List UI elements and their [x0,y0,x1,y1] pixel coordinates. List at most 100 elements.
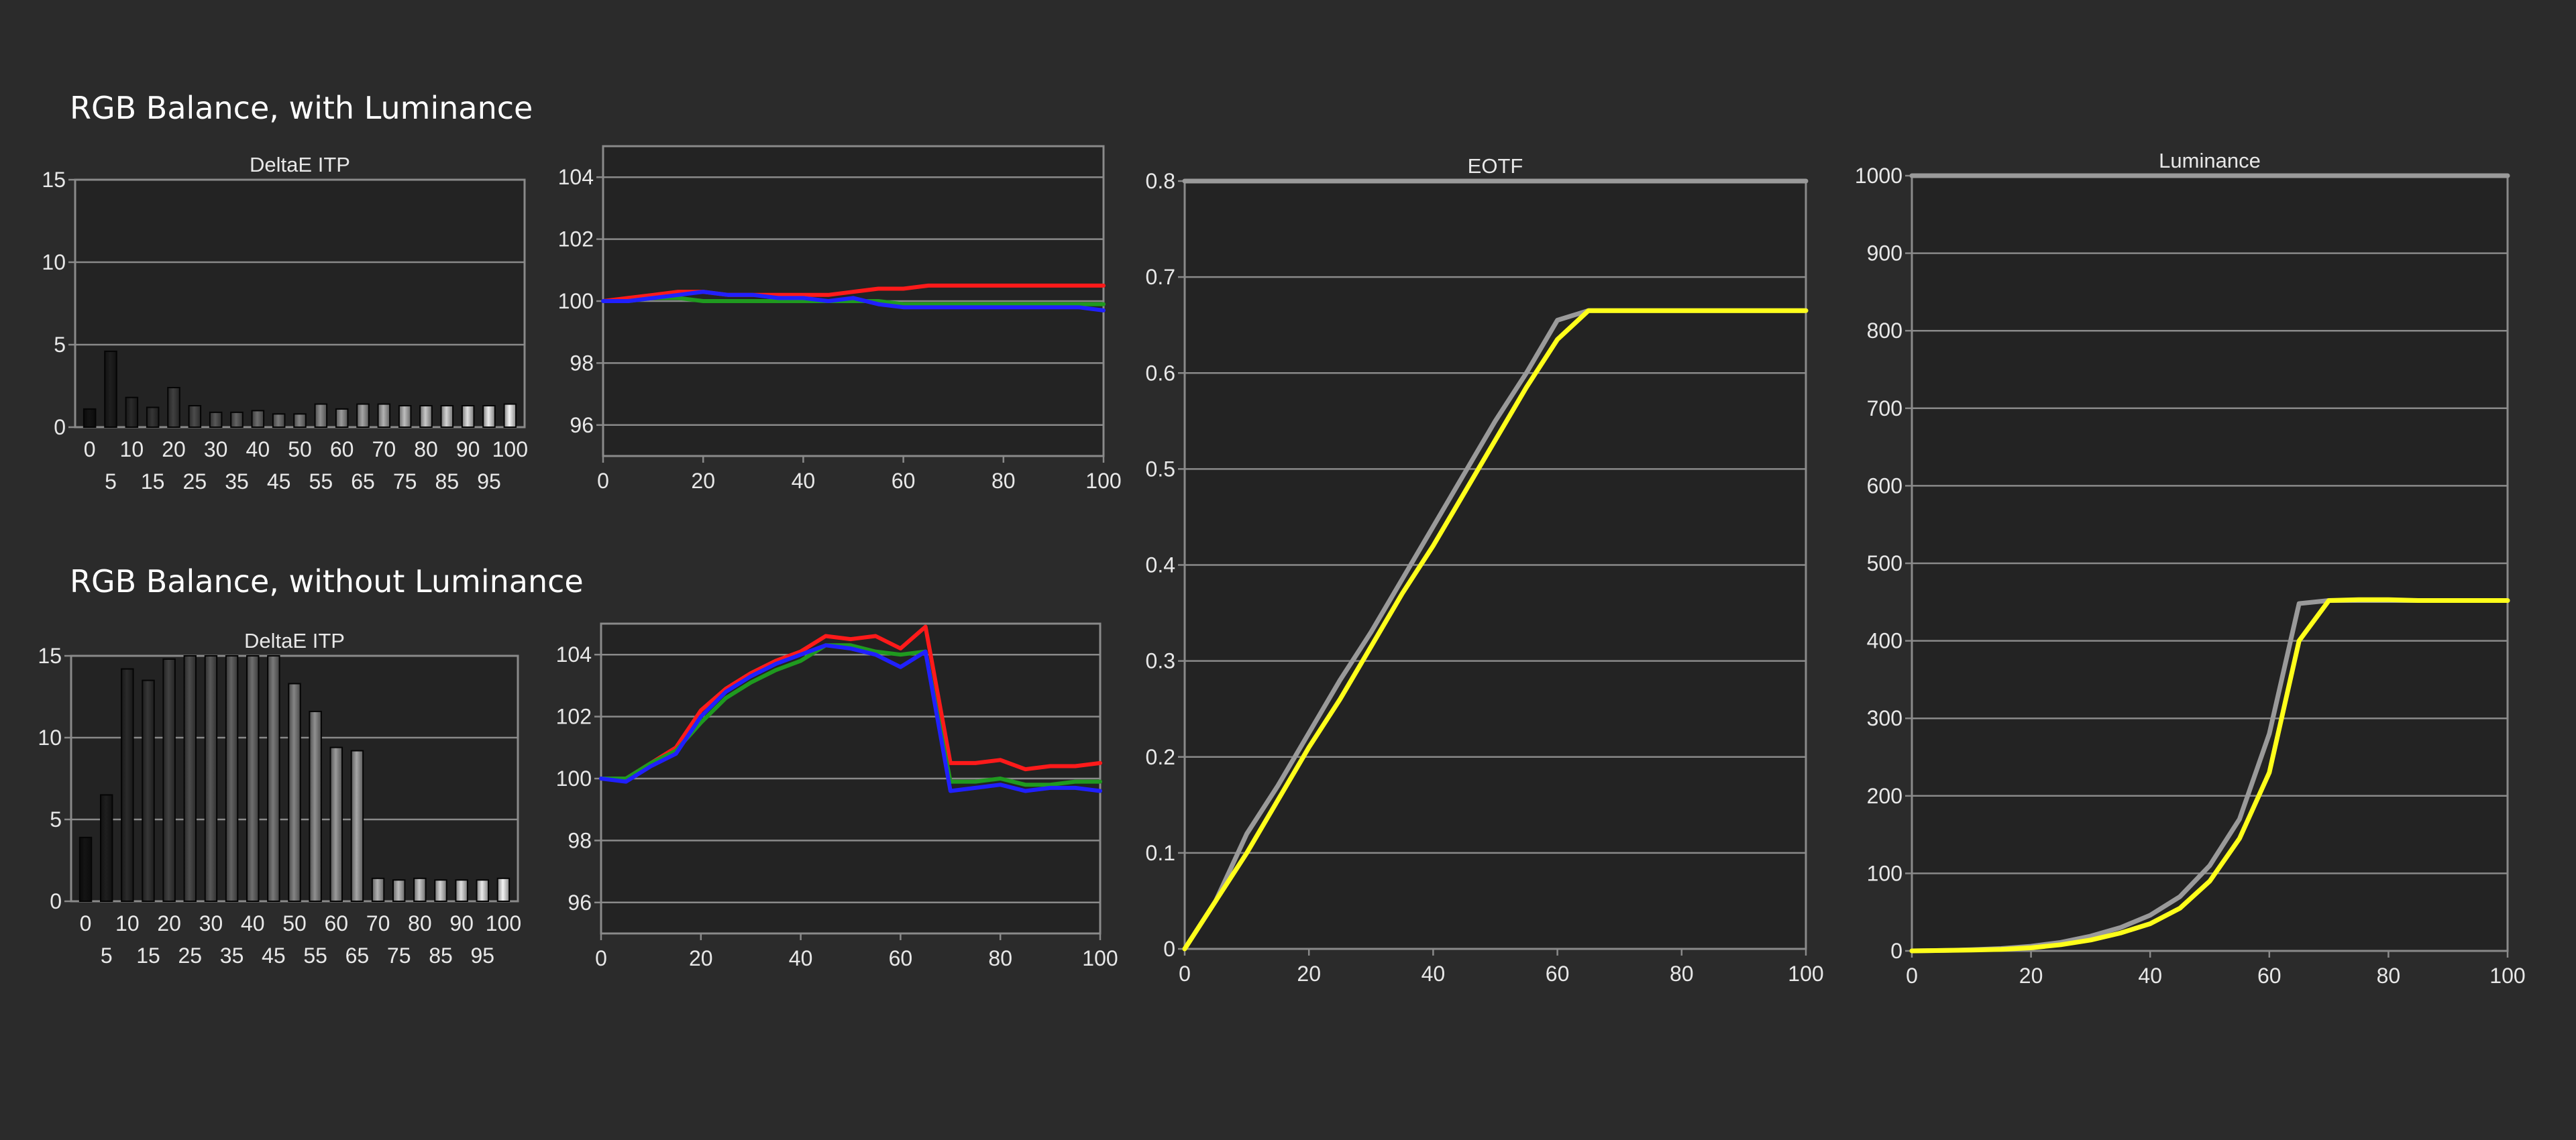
deltae_without-x-tick-label: 5 [101,944,113,968]
deltae_with-x-tick-label: 70 [372,437,396,461]
luminance-y-tick-label: 0 [1890,939,1902,963]
deltae_without-bar [329,746,343,903]
deltae_without-x-tick-label: 50 [282,911,307,935]
rgb_with-x-tick-label: 60 [892,469,916,493]
luminance-series-measured-line [1909,597,2510,954]
deltae_with-x-tick-label: 75 [393,469,417,494]
deltae_with-bar [230,411,244,428]
eotf-title: EOTF [1468,154,1523,178]
deltae_without-x-tick-label: 85 [429,944,453,968]
deltae_with-bar [482,405,496,429]
deltae_without-bar [162,658,176,902]
eotf-y-tick-label: 0.4 [1146,553,1175,577]
deltae_with-x-tick-label: 95 [477,469,501,494]
deltae_without-bar [121,668,134,903]
deltae_without-x-tick-label: 0 [80,911,92,935]
rgb_with-y-tick-label: 102 [558,227,594,251]
deltae_with-bar [167,386,180,429]
luminance-y-tick-label: 100 [1867,861,1902,885]
deltae_with-x-tick-label: 35 [225,469,249,494]
deltae_without-x-tick-label: 100 [486,911,521,935]
deltae_without-x-tick-label: 45 [262,944,286,968]
deltae_without-bar [99,794,113,903]
luminance-y-tick-label: 200 [1867,784,1902,808]
deltae_without-y-tick-label: 10 [38,726,62,750]
deltae_with-bar [146,406,160,428]
deltae_without-bar [413,877,427,902]
deltae_without-bar [455,879,468,903]
eotf-y-tick-label: 0.2 [1146,745,1175,769]
section-title-without-luminance: RGB Balance, without Luminance [70,563,584,600]
deltae_with-x-tick-label: 20 [162,437,186,461]
deltae_with-x-tick-label: 60 [330,437,354,461]
deltae_without-y-tick-label: 0 [50,889,62,913]
deltae_without-x-tick-label: 35 [220,944,244,968]
deltae_with-x-tick-label: 0 [84,437,96,461]
deltae_with-bar [188,405,202,429]
deltae_with-x-tick-label: 15 [141,469,165,494]
rgb_with-series-blue-line [601,290,1106,312]
deltae_without-bar [350,750,364,903]
deltae_with-bar [335,408,349,429]
deltae_with-bar [293,413,307,429]
eotf-y-tick-label: 0.8 [1146,169,1175,193]
deltae_without-x-tick-label: 70 [366,911,390,935]
eotf-series-measured-line [1182,308,1809,952]
deltae_without-bar [371,877,385,902]
rgb_without-x-tick-label: 60 [889,946,913,970]
deltae_with-bar [377,403,391,428]
deltae_without-title: DeltaE ITP [244,629,345,652]
luminance-x-tick-label: 20 [2019,964,2043,988]
deltae_without-bar [204,655,218,902]
deltae_with-x-tick-label: 45 [267,469,291,494]
deltae_with-x-tick-label: 30 [204,437,228,461]
luminance-y-tick-label: 300 [1867,706,1902,730]
deltae_without-x-tick-label: 95 [470,944,494,968]
rgb_with-series-green-line [601,296,1106,306]
deltae_with-y-tick-label: 0 [54,415,66,439]
rgb_without-x-tick-label: 0 [595,946,607,970]
deltae_with-y-tick-label: 5 [54,333,66,357]
eotf-y-tick-label: 0.6 [1146,361,1175,385]
eotf-x-tick-label: 60 [1546,962,1570,986]
deltae_with-bar [314,403,328,428]
deltae_without-x-tick-label: 55 [303,944,327,968]
luminance-title: Luminance [2159,149,2261,172]
eotf-y-tick-label: 0.1 [1146,841,1175,865]
eotf-y-tick-label: 0.7 [1146,265,1175,289]
deltae_with-bar [461,405,475,429]
deltae_without-x-tick-label: 40 [241,911,265,935]
deltae_with-x-tick-label: 50 [288,437,312,461]
deltae_with-x-tick-label: 100 [492,437,528,461]
luminance-y-tick-label: 800 [1867,319,1902,343]
deltae_with-bar [398,405,412,429]
luminance-x-tick-label: 40 [2138,964,2162,988]
deltae_without-bar [246,655,260,902]
deltae_without-bar [225,655,239,902]
deltae_without-x-tick-label: 75 [387,944,411,968]
rgb_with-x-tick-label: 40 [792,469,816,493]
deltae_with-x-tick-label: 90 [456,437,480,461]
rgb_without-y-tick-label: 104 [556,642,592,667]
deltae_with-x-tick-label: 25 [183,469,207,494]
deltae_without-bar [288,683,301,902]
deltae_with-bar [104,350,117,429]
deltae_with-x-tick-label: 65 [351,469,375,494]
eotf-x-tick-label: 40 [1421,962,1446,986]
rgb_without-y-tick-label: 102 [556,705,592,729]
rgb_with-series-red-line [601,283,1106,303]
deltae_without-bar [476,879,490,903]
rgb_with-x-tick-label: 80 [991,469,1016,493]
deltae_with-bar [272,413,286,429]
luminance-y-tick-label: 1000 [1855,164,1902,188]
deltae_without-y-tick-label: 15 [38,644,62,668]
luminance-y-tick-label: 700 [1867,396,1902,420]
rgb_with-y-tick-label: 100 [558,289,594,313]
rgb_with-y-tick-label: 98 [570,351,594,375]
eotf-x-tick-label: 100 [1788,962,1823,986]
deltae_with-bar [125,396,139,428]
deltae_without-x-tick-label: 90 [449,911,474,935]
deltae_with-x-tick-label: 80 [414,437,438,461]
